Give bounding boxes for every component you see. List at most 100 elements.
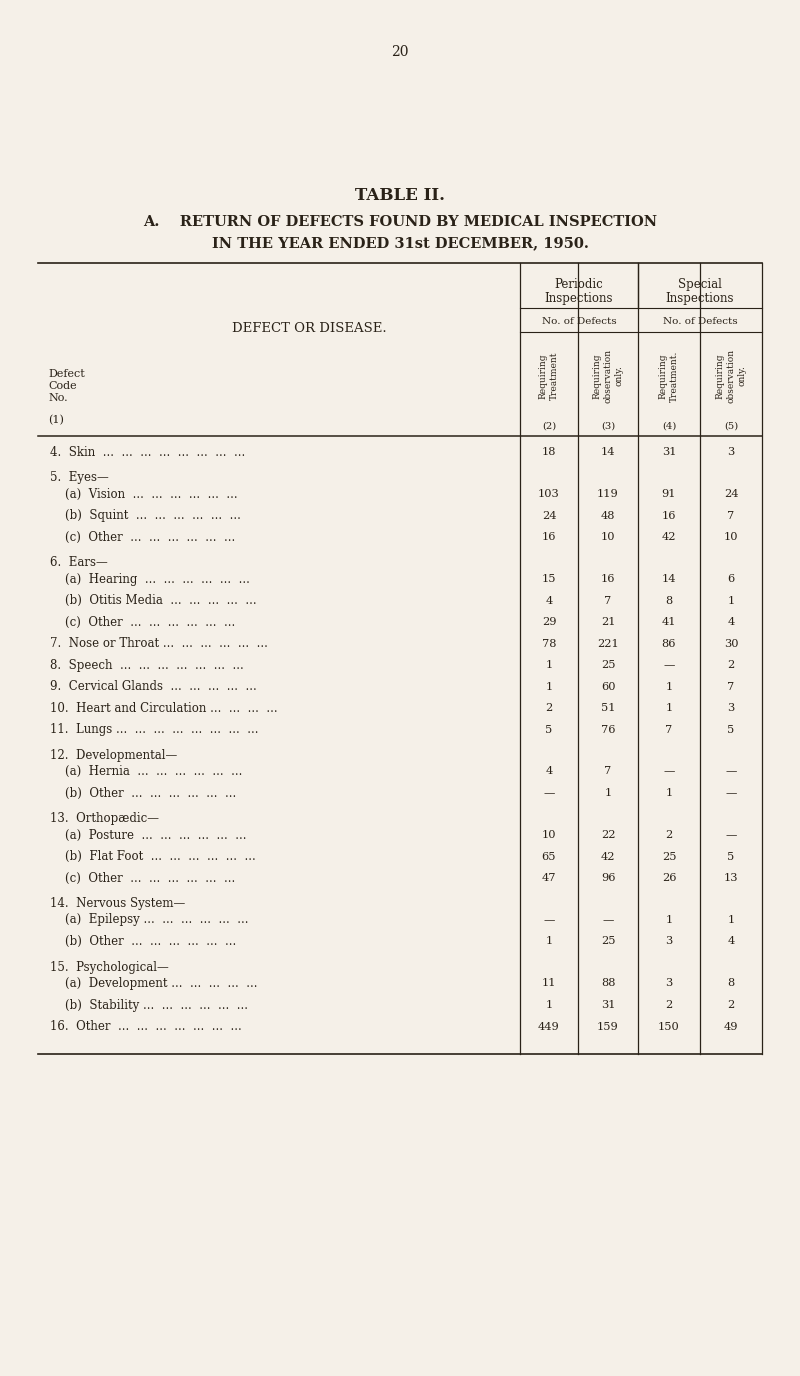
Text: 7: 7 [604, 596, 612, 605]
Text: 16.  Other  ...  ...  ...  ...  ...  ...  ...: 16. Other ... ... ... ... ... ... ... [50, 1020, 242, 1033]
Text: 15: 15 [542, 574, 556, 583]
Text: 10: 10 [601, 533, 615, 542]
Text: 11.  Lungs ...  ...  ...  ...  ...  ...  ...  ...: 11. Lungs ... ... ... ... ... ... ... ..… [50, 722, 258, 736]
Text: 7.  Nose or Throat ...  ...  ...  ...  ...  ...: 7. Nose or Throat ... ... ... ... ... ..… [50, 637, 268, 649]
Text: 42: 42 [601, 852, 615, 861]
Text: A.    RETURN OF DEFECTS FOUND BY MEDICAL INSPECTION: A. RETURN OF DEFECTS FOUND BY MEDICAL IN… [143, 215, 657, 228]
Text: 1: 1 [666, 703, 673, 713]
Text: (3): (3) [601, 421, 615, 431]
Text: 24: 24 [542, 510, 556, 520]
Text: (a)  Hernia  ...  ...  ...  ...  ...  ...: (a) Hernia ... ... ... ... ... ... [50, 765, 242, 777]
Text: 16: 16 [601, 574, 615, 583]
Text: (a)  Hearing  ...  ...  ...  ...  ...  ...: (a) Hearing ... ... ... ... ... ... [50, 572, 250, 586]
Text: 30: 30 [724, 638, 738, 648]
Text: Inspections: Inspections [666, 292, 734, 304]
Text: 31: 31 [601, 1000, 615, 1010]
Text: —: — [543, 788, 554, 798]
Text: 47: 47 [542, 872, 556, 883]
Text: 221: 221 [597, 638, 619, 648]
Text: 26: 26 [662, 872, 676, 883]
Text: Periodic: Periodic [554, 278, 603, 290]
Text: —: — [726, 788, 737, 798]
Text: 11: 11 [542, 978, 556, 988]
Text: 22: 22 [601, 830, 615, 839]
Text: 7: 7 [727, 681, 734, 692]
Text: Requiring
observation
only.: Requiring observation only. [715, 350, 746, 403]
Text: 25: 25 [601, 660, 615, 670]
Text: 5: 5 [727, 725, 734, 735]
Text: 25: 25 [601, 937, 615, 947]
Text: 1: 1 [604, 788, 612, 798]
Text: 1: 1 [546, 937, 553, 947]
Text: 3: 3 [666, 937, 673, 947]
Text: (b)  Other  ...  ...  ...  ...  ...  ...: (b) Other ... ... ... ... ... ... [50, 936, 236, 948]
Text: Inspections: Inspections [545, 292, 614, 304]
Text: 29: 29 [542, 616, 556, 627]
Text: 21: 21 [601, 616, 615, 627]
Text: 78: 78 [542, 638, 556, 648]
Text: 4: 4 [546, 596, 553, 605]
Text: 159: 159 [597, 1021, 619, 1032]
Text: 60: 60 [601, 681, 615, 692]
Text: 10.  Heart and Circulation ...  ...  ...  ...: 10. Heart and Circulation ... ... ... ..… [50, 702, 278, 714]
Text: (1): (1) [48, 414, 64, 425]
Text: 15.  Psychological—: 15. Psychological— [50, 960, 169, 973]
Text: —: — [726, 766, 737, 776]
Text: 7: 7 [604, 766, 612, 776]
Text: 14: 14 [662, 574, 676, 583]
Text: 3: 3 [727, 447, 734, 457]
Text: 2: 2 [666, 830, 673, 839]
Text: Requiring
Treatment.: Requiring Treatment. [659, 351, 679, 402]
Text: 96: 96 [601, 872, 615, 883]
Text: 10: 10 [724, 533, 738, 542]
Text: 16: 16 [662, 510, 676, 520]
Text: 7: 7 [666, 725, 673, 735]
Text: 51: 51 [601, 703, 615, 713]
Text: 7: 7 [727, 510, 734, 520]
Text: (b)  Squint  ...  ...  ...  ...  ...  ...: (b) Squint ... ... ... ... ... ... [50, 509, 241, 522]
Text: 5: 5 [727, 852, 734, 861]
Text: IN THE YEAR ENDED 31st DECEMBER, 1950.: IN THE YEAR ENDED 31st DECEMBER, 1950. [211, 237, 589, 250]
Text: (2): (2) [542, 421, 556, 431]
Text: Requiring
Treatment: Requiring Treatment [539, 352, 559, 400]
Text: 12.  Developmental—: 12. Developmental— [50, 749, 178, 761]
Text: No. of Defects: No. of Defects [542, 316, 616, 326]
Text: 4.  Skin  ...  ...  ...  ...  ...  ...  ...  ...: 4. Skin ... ... ... ... ... ... ... ... [50, 446, 246, 458]
Text: 49: 49 [724, 1021, 738, 1032]
Text: 3: 3 [727, 703, 734, 713]
Text: 3: 3 [666, 978, 673, 988]
Text: 16: 16 [542, 533, 556, 542]
Text: 5: 5 [546, 725, 553, 735]
Text: 8: 8 [727, 978, 734, 988]
Text: (c)  Other  ...  ...  ...  ...  ...  ...: (c) Other ... ... ... ... ... ... [50, 531, 235, 544]
Text: 1: 1 [666, 915, 673, 925]
Text: (c)  Other  ...  ...  ...  ...  ...  ...: (c) Other ... ... ... ... ... ... [50, 871, 235, 885]
Text: —: — [663, 660, 674, 670]
Text: 13: 13 [724, 872, 738, 883]
Text: 4: 4 [727, 616, 734, 627]
Text: 2: 2 [727, 1000, 734, 1010]
Text: 1: 1 [666, 681, 673, 692]
Text: Defect: Defect [48, 369, 85, 378]
Text: —: — [543, 915, 554, 925]
Text: (a)  Epilepsy ...  ...  ...  ...  ...  ...: (a) Epilepsy ... ... ... ... ... ... [50, 914, 249, 926]
Text: Special: Special [678, 278, 722, 290]
Text: (b)  Flat Foot  ...  ...  ...  ...  ...  ...: (b) Flat Foot ... ... ... ... ... ... [50, 850, 256, 863]
Text: 41: 41 [662, 616, 676, 627]
Text: 91: 91 [662, 488, 676, 499]
Text: 76: 76 [601, 725, 615, 735]
Text: 1: 1 [546, 1000, 553, 1010]
Text: 150: 150 [658, 1021, 680, 1032]
Text: Requiring
observation
only.: Requiring observation only. [592, 350, 624, 403]
Text: 5.  Eyes—: 5. Eyes— [50, 471, 109, 484]
Text: DEFECT OR DISEASE.: DEFECT OR DISEASE. [232, 322, 386, 334]
Text: (4): (4) [662, 421, 676, 431]
Text: 1: 1 [546, 681, 553, 692]
Text: 9.  Cervical Glands  ...  ...  ...  ...  ...: 9. Cervical Glands ... ... ... ... ... [50, 680, 257, 694]
Text: 1: 1 [546, 660, 553, 670]
Text: (b)  Otitis Media  ...  ...  ...  ...  ...: (b) Otitis Media ... ... ... ... ... [50, 594, 257, 607]
Text: Code: Code [48, 381, 77, 391]
Text: 2: 2 [546, 703, 553, 713]
Text: No.: No. [48, 392, 68, 403]
Text: 25: 25 [662, 852, 676, 861]
